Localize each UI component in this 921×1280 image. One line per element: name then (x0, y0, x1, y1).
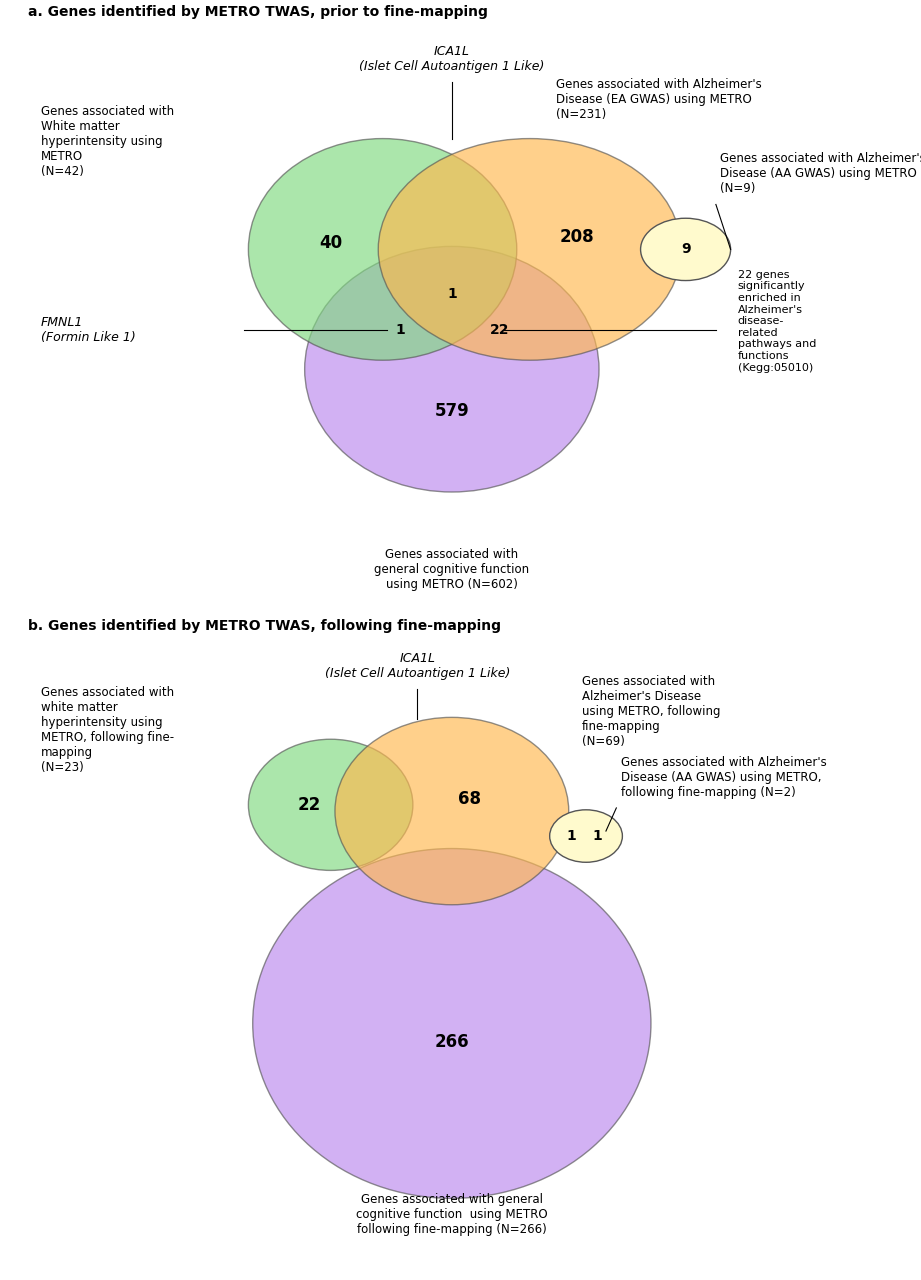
Text: Genes associated with
White matter
hyperintensity using
METRO
(N=42): Genes associated with White matter hyper… (41, 105, 174, 178)
Text: 208: 208 (560, 228, 595, 247)
Text: Genes associated with general
cognitive function  using METRO
following fine-map: Genes associated with general cognitive … (356, 1193, 548, 1235)
Text: a. Genes identified by METRO TWAS, prior to fine-mapping: a. Genes identified by METRO TWAS, prior… (28, 5, 487, 19)
Circle shape (641, 219, 730, 280)
Ellipse shape (379, 138, 682, 360)
Text: 9: 9 (681, 242, 691, 256)
Text: 579: 579 (435, 402, 469, 420)
Text: b. Genes identified by METRO TWAS, following fine-mapping: b. Genes identified by METRO TWAS, follo… (28, 620, 501, 634)
Text: Genes associated with
white matter
hyperintensity using
METRO, following fine-
m: Genes associated with white matter hyper… (41, 686, 174, 774)
Text: 1: 1 (395, 324, 404, 337)
Text: Genes associated with
general cognitive function
using METRO (N=602): Genes associated with general cognitive … (374, 548, 530, 591)
Text: 22: 22 (297, 796, 321, 814)
Text: 1: 1 (447, 287, 457, 301)
Text: 1: 1 (592, 829, 602, 844)
Text: ICA1L
(Islet Cell Autoantigen 1 Like): ICA1L (Islet Cell Autoantigen 1 Like) (359, 45, 544, 73)
Circle shape (550, 810, 623, 863)
Text: 68: 68 (458, 790, 481, 808)
Text: Genes associated with Alzheimer's
Disease (AA GWAS) using METRO
(N=9): Genes associated with Alzheimer's Diseas… (720, 152, 921, 196)
Text: 22: 22 (490, 324, 509, 337)
Ellipse shape (252, 849, 651, 1198)
Ellipse shape (249, 138, 517, 360)
Text: Genes associated with
Alzheimer's Disease
using METRO, following
fine-mapping
(N: Genes associated with Alzheimer's Diseas… (582, 675, 720, 748)
Text: Genes associated with Alzheimer's
Disease (EA GWAS) using METRO
(N=231): Genes associated with Alzheimer's Diseas… (555, 78, 762, 122)
Text: 40: 40 (319, 234, 343, 252)
Text: 22 genes
significantly
enriched in
Alzheimer's
disease-
related
pathways and
fun: 22 genes significantly enriched in Alzhe… (738, 270, 816, 372)
Ellipse shape (335, 717, 569, 905)
Text: 266: 266 (435, 1033, 469, 1051)
Text: Genes associated with Alzheimer's
Disease (AA GWAS) using METRO,
following fine-: Genes associated with Alzheimer's Diseas… (621, 755, 826, 799)
Ellipse shape (305, 246, 599, 492)
Ellipse shape (249, 740, 413, 870)
Text: ICA1L
(Islet Cell Autoantigen 1 Like): ICA1L (Islet Cell Autoantigen 1 Like) (324, 652, 510, 680)
Text: 1: 1 (566, 829, 577, 844)
Text: FMNL1
(Formin Like 1): FMNL1 (Formin Like 1) (41, 316, 135, 344)
